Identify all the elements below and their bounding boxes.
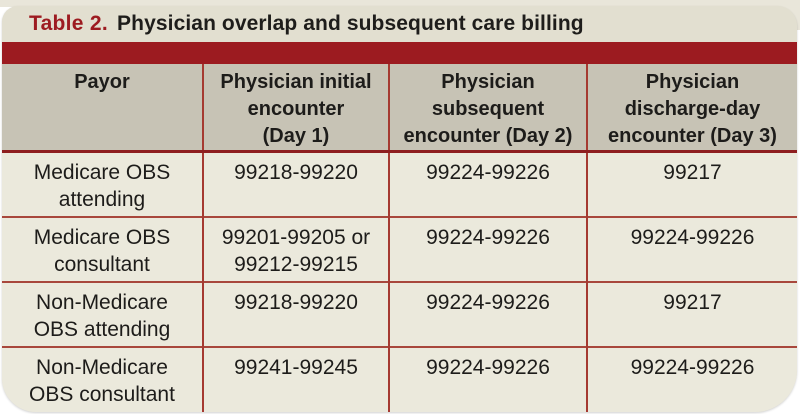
red-accent-band [2, 42, 797, 64]
code-cell: 99201-99205 or 99212-99215 [202, 215, 389, 282]
table-title-text: Physician overlap and subsequent care bi… [117, 12, 584, 35]
payor-cell: Medicare OBS attending [2, 151, 203, 217]
code-cell: 99224-99226 [388, 345, 587, 412]
payor-cell: Non-Medicare OBS consultant [2, 345, 203, 412]
page-top-strip [0, 0, 800, 7]
table-number-label: Table 2. [29, 12, 109, 35]
table-row-medicare-consultant: Medicare OBS consultant 99201-99205 or 9… [2, 215, 797, 282]
table-row-medicare-attending: Medicare OBS attending 99218-99220 99224… [2, 151, 797, 217]
code-cell: 99224-99226 [388, 280, 587, 347]
table-row-nonmedicare-consultant: Non-Medicare OBS consultant 99241-99245 … [2, 345, 797, 412]
table-card: Table 2. Physician overlap and subsequen… [2, 6, 797, 412]
header-row: Payor Physician initial encounter (Day 1… [2, 64, 797, 153]
code-cell: 99224-99226 [586, 345, 797, 412]
header-cell-initial-encounter: Physician initial encounter (Day 1) [202, 64, 389, 153]
header-cell-payor: Payor [2, 64, 203, 153]
table-row-nonmedicare-attending: Non-Medicare OBS attending 99218-99220 9… [2, 280, 797, 347]
billing-table: Payor Physician initial encounter (Day 1… [2, 64, 797, 412]
code-cell: 99218-99220 [202, 280, 389, 347]
code-cell: 99217 [586, 280, 797, 347]
code-cell: 99241-99245 [202, 345, 389, 412]
header-cell-subsequent-encounter: Physician subsequent encounter (Day 2) [388, 64, 587, 153]
code-cell: 99224-99226 [388, 215, 587, 282]
table-title-bar: Table 2. Physician overlap and subsequen… [2, 6, 797, 42]
code-cell: 99217 [586, 151, 797, 217]
code-cell: 99224-99226 [388, 151, 587, 217]
payor-cell: Medicare OBS consultant [2, 215, 203, 282]
code-cell: 99224-99226 [586, 215, 797, 282]
code-cell: 99218-99220 [202, 151, 389, 217]
payor-cell: Non-Medicare OBS attending [2, 280, 203, 347]
header-cell-discharge-encounter: Physician discharge-day encounter (Day 3… [586, 64, 797, 153]
